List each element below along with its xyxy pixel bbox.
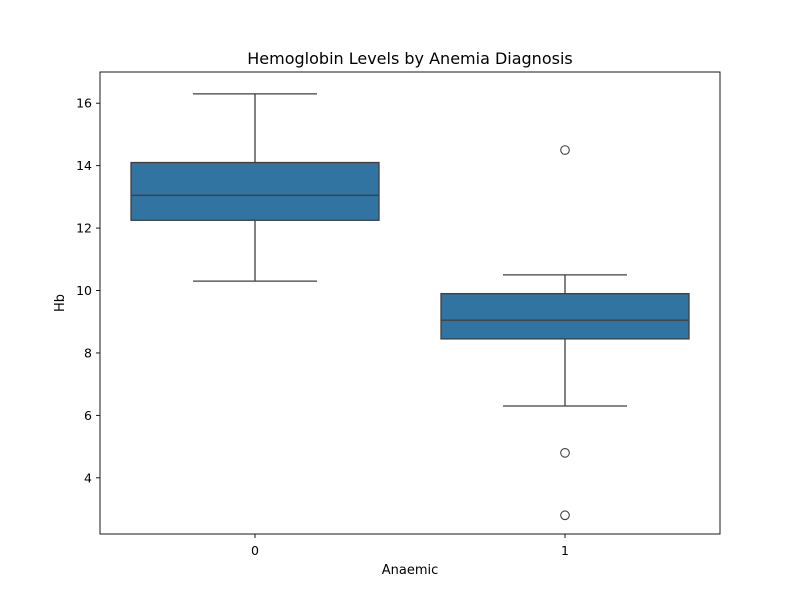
outlier-point	[560, 510, 570, 521]
y-axis-label: Hb	[53, 294, 68, 312]
x-axis-label: Anaemic	[382, 563, 439, 578]
y-tick-label: 14	[76, 158, 92, 173]
y-tick-label: 8	[84, 345, 92, 360]
chart-title: Hemoglobin Levels by Anemia Diagnosis	[247, 49, 572, 68]
box-group-0	[130, 93, 380, 282]
y-tick-label: 10	[76, 283, 92, 298]
plot-area	[130, 93, 690, 521]
outlier-point	[560, 447, 570, 458]
box-group-1	[440, 145, 690, 521]
y-tick-label: 12	[76, 221, 92, 236]
x-tick-label: 0	[251, 543, 259, 558]
y-tick-label: 6	[84, 408, 92, 423]
axes: 4 6 8 10 12 14 16 0 1	[76, 96, 569, 558]
x-tick-label: 1	[561, 543, 569, 558]
box-iqr	[440, 292, 690, 340]
outlier-point	[560, 145, 570, 155]
y-tick-label: 4	[84, 470, 92, 485]
plot-frame	[99, 71, 721, 535]
y-tick-label: 16	[76, 96, 92, 111]
box-iqr	[130, 161, 380, 221]
